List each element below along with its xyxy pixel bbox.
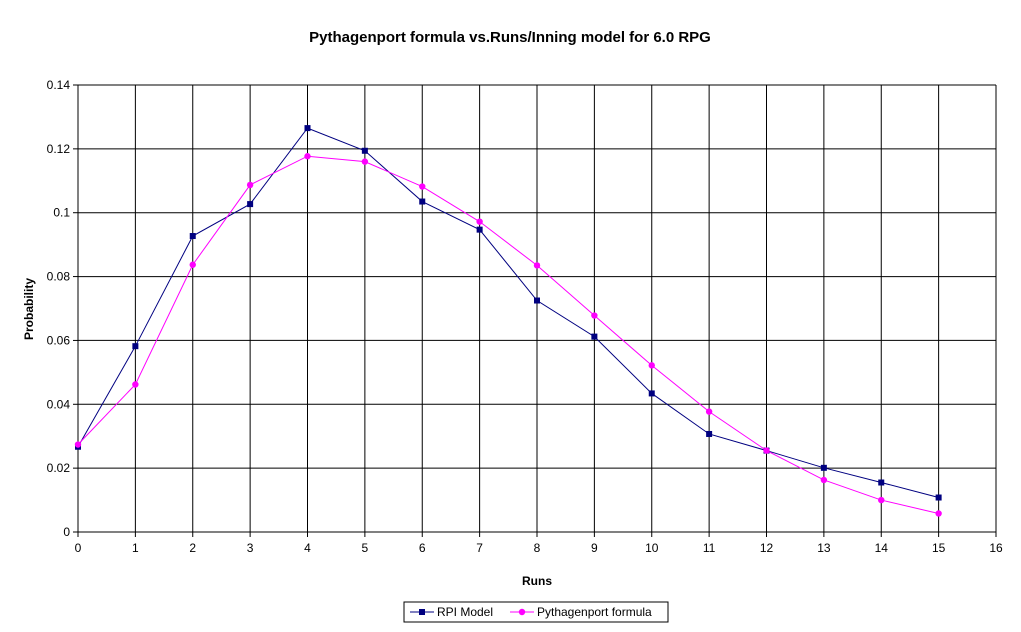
- data-point: [648, 362, 655, 369]
- y-axis-title: Probability: [22, 278, 36, 340]
- legend-entry: RPI Model: [410, 605, 493, 619]
- x-tick-label: 8: [534, 541, 541, 555]
- data-point: [132, 381, 139, 388]
- y-tick-label: 0.08: [47, 270, 71, 284]
- y-tick-label: 0.06: [47, 333, 71, 347]
- data-point: [706, 430, 713, 437]
- data-point: [534, 297, 540, 304]
- chart-title: Pythagenport formula vs.Runs/Inning mode…: [309, 29, 711, 46]
- data-point: [878, 479, 885, 486]
- legend-box: [403, 601, 669, 623]
- data-point: [476, 218, 483, 225]
- data-point: [132, 343, 139, 350]
- y-tick-label: 0.02: [47, 461, 71, 475]
- data-point: [476, 226, 483, 233]
- y-tick-label: 0.04: [47, 397, 71, 411]
- data-point: [361, 147, 368, 154]
- data-point: [304, 153, 311, 160]
- x-tick-label: 9: [591, 541, 598, 555]
- legend-label: RPI Model: [437, 605, 493, 619]
- x-tick-label: 5: [362, 541, 369, 555]
- x-tick-label: 1: [132, 541, 139, 555]
- data-point: [419, 198, 426, 205]
- x-tick-label: 13: [817, 541, 831, 555]
- data-point: [935, 510, 942, 517]
- x-tick-label: 0: [75, 541, 82, 555]
- data-point: [533, 262, 541, 269]
- data-point: [820, 476, 828, 484]
- data-point: [591, 333, 598, 340]
- data-point: [189, 261, 196, 268]
- data-point: [648, 390, 655, 397]
- data-point: [74, 441, 82, 448]
- y-tick-labels: 0 0.02 0.04 0.06 0.08 0.1 0.12 0.14: [47, 78, 71, 539]
- data-point: [878, 496, 885, 504]
- x-tick-label: 10: [645, 541, 659, 555]
- y-tick-label: 0: [63, 525, 70, 539]
- data-point: [763, 447, 770, 454]
- y-tick-label: 0.14: [47, 78, 71, 92]
- data-point: [705, 408, 713, 415]
- x-tick-label: 4: [304, 541, 311, 555]
- axes: [73, 84, 997, 537]
- data-point: [246, 181, 254, 189]
- x-axis-title: Runs: [522, 574, 552, 588]
- data-point: [935, 494, 942, 501]
- legend-label: Pythagenport formula: [537, 605, 652, 619]
- data-point: [591, 312, 598, 319]
- legend-swatch-marker: [518, 608, 526, 616]
- data-point: [247, 201, 254, 208]
- series-line: [77, 127, 939, 499]
- y-tick-label: 0.12: [47, 142, 71, 156]
- data-point: [820, 464, 827, 471]
- x-tick-label: 7: [476, 541, 483, 555]
- data-point: [419, 183, 426, 190]
- legend-swatch-marker: [419, 609, 425, 615]
- series-pythagenport-formula: [74, 153, 942, 517]
- series-line: [77, 155, 939, 514]
- legend-entry: Pythagenport formula: [510, 605, 652, 619]
- x-tick-labels: 0 1 2 3 4 5 6 7 8 9 10 11 12 13 14 15 16: [75, 541, 1003, 555]
- x-tick-label: 2: [189, 541, 196, 555]
- x-tick-label: 15: [932, 541, 946, 555]
- data-point: [189, 233, 196, 240]
- x-tick-label: 14: [875, 541, 889, 555]
- series-group: [74, 125, 942, 517]
- x-tick-label: 11: [703, 541, 716, 555]
- data-point: [361, 158, 369, 165]
- legend: RPI Model Pythagenport formula: [403, 601, 669, 623]
- x-tick-label: 16: [989, 541, 1003, 555]
- y-tick-label: 0.1: [53, 206, 70, 220]
- data-point: [304, 125, 311, 132]
- x-tick-label: 6: [419, 541, 426, 555]
- x-tick-label: 12: [760, 541, 774, 555]
- x-tick-label: 3: [247, 541, 254, 555]
